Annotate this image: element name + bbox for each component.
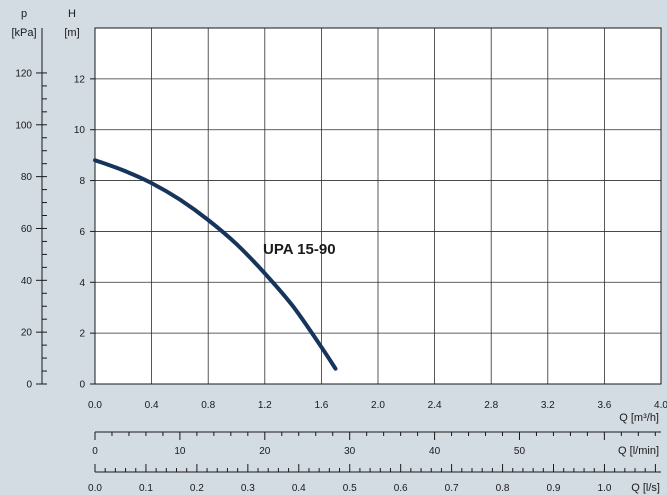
- series-label-upa-15-90: UPA 15-90: [263, 241, 336, 258]
- head-axis: H [m] 0 2 4 6 8 10 12: [64, 8, 95, 391]
- flow-ls-axis-tick-label: 0.3: [241, 483, 255, 494]
- flow-ls-axis-tick-label: 0.7: [445, 483, 459, 494]
- flow-ls-axis-tick-label: 0.2: [190, 483, 204, 494]
- flow-ls-axis-tick-label: 0.5: [343, 483, 357, 494]
- pressure-axis-title-2: [kPa]: [11, 27, 36, 39]
- flow-m3h-axis-tick-label: 2.0: [371, 400, 385, 411]
- flow-lmin-axis-tick-label: 50: [514, 446, 526, 457]
- pressure-axis-tick-label: 80: [21, 172, 33, 183]
- flow-lmin-axis-tick-label: 30: [344, 446, 356, 457]
- flow-lmin-axis-title: Q [l/min]: [618, 445, 659, 457]
- flow-m3h-axis-tick-label: 2.8: [484, 400, 498, 411]
- head-axis-tick-label: 10: [74, 125, 86, 136]
- pressure-axis-tick-label: 120: [15, 68, 32, 79]
- flow-m3h-axis-tick-label: 4.0: [654, 400, 667, 411]
- flow-ls-axis-tick-label: 0.4: [292, 483, 306, 494]
- flow-m3h-axis-tick-label: 0.4: [145, 400, 159, 411]
- flow-m3h-axis-title: Q [m³/h]: [619, 412, 659, 424]
- pressure-axis-tick-label: 40: [21, 276, 33, 287]
- flow-m3h-axis-tick-label: 0.0: [88, 400, 102, 411]
- pressure-axis: p [kPa] 0 20 40 60 80 100 120: [11, 8, 47, 391]
- flow-ls-axis-tick-label: 0.1: [139, 483, 153, 494]
- flow-m3h-axis-tick-label: 2.4: [428, 400, 442, 411]
- flow-m3h-axis-tick-label: 3.6: [597, 400, 611, 411]
- flow-m3h-axis-tick-label: 1.6: [314, 400, 328, 411]
- flow-ls-axis-tick-label: 0.0: [88, 483, 102, 494]
- head-axis-tick-label: 2: [79, 329, 85, 340]
- flow-m3h-axis-tick-label: 0.8: [201, 400, 215, 411]
- pressure-axis-tick-label: 0: [26, 380, 32, 391]
- flow-ls-axis-tick-label: 0.8: [496, 483, 510, 494]
- head-axis-tick-label: 8: [79, 176, 85, 187]
- flow-m3h-axis: Q [m³/h] 0.0 0.4 0.8 1.2 1.6 2.0 2.4 2.8 3.2 3.6 4…: [88, 400, 667, 424]
- pressure-axis-tick-label: 20: [21, 328, 33, 339]
- head-axis-tick-label: 12: [74, 74, 86, 85]
- series-line-upa-15-90: [93, 158, 338, 371]
- pressure-axis-tick-label: 60: [21, 224, 33, 235]
- flow-m3h-axis-tick-label: 3.2: [541, 400, 555, 411]
- head-axis-tick-label: 6: [79, 227, 85, 238]
- flow-lmin-axis-tick-label: 40: [429, 446, 441, 457]
- grid-lines: [95, 28, 661, 384]
- head-axis-title-1: H: [68, 8, 76, 20]
- flow-ls-axis: Q [l/s] 0.0 0.1 0.2 0.3 0.4 0.5 0.6 0.7 0.8 0.9 1.…: [88, 464, 661, 494]
- flow-ls-axis-tick-label: 0.9: [547, 483, 561, 494]
- pressure-axis-tick-label: 100: [15, 120, 32, 131]
- flow-lmin-axis-tick-label: 20: [259, 446, 271, 457]
- flow-lmin-axis: Q [l/min] 0 10 20 30 40 50: [92, 431, 661, 457]
- pressure-axis-title-1: p: [21, 8, 27, 20]
- flow-lmin-axis-tick-label: 10: [174, 446, 186, 457]
- flow-ls-axis-tick-label: 0.6: [394, 483, 408, 494]
- flow-lmin-axis-tick-label: 0: [92, 446, 98, 457]
- flow-ls-axis-title: Q [l/s]: [631, 482, 660, 494]
- head-axis-tick-label: 4: [79, 278, 85, 289]
- flow-m3h-axis-tick-label: 1.2: [258, 400, 272, 411]
- flow-ls-axis-tick-label: 1.0: [597, 483, 611, 494]
- plot-frame: [94, 27, 662, 385]
- head-axis-title-2: [m]: [64, 27, 79, 39]
- head-axis-tick-label: 0: [79, 380, 85, 391]
